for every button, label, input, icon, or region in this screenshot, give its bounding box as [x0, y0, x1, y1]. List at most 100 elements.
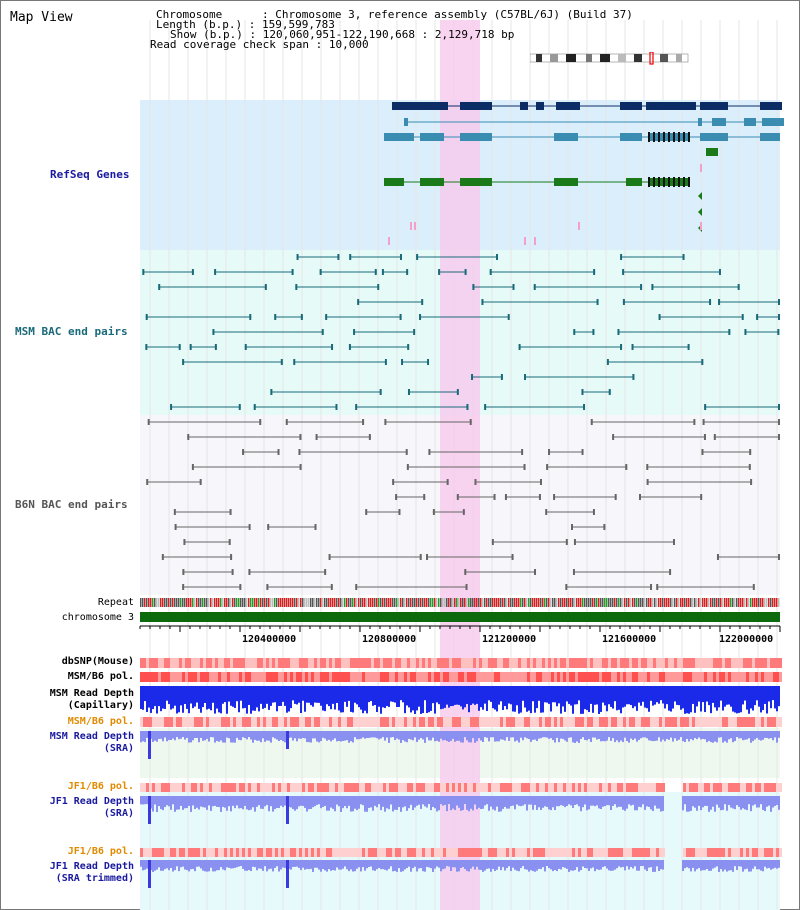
depth-bar [230, 796, 232, 812]
heat-cell [299, 848, 302, 857]
heat-cell [203, 672, 206, 682]
bac-end [608, 389, 611, 395]
heat-cell [656, 717, 659, 727]
heat-cell [572, 672, 575, 682]
depth-bar [474, 796, 476, 805]
heat-cell [728, 717, 731, 727]
heat-cell [275, 848, 278, 857]
bac-end [573, 539, 576, 545]
heat-cell [179, 848, 182, 857]
heat-cell [140, 717, 143, 727]
heat-cell [266, 658, 269, 668]
heat-cell [152, 672, 155, 682]
heat-cell [305, 848, 308, 857]
exon-mark [683, 177, 685, 187]
depth-bar [144, 860, 146, 870]
heat-cell [635, 848, 638, 857]
depth-bar [168, 686, 170, 705]
heat-cell [368, 848, 371, 857]
depth-bar [730, 731, 732, 739]
depth-bar [538, 796, 540, 808]
depth-bar [374, 731, 376, 738]
depth-bar [636, 796, 638, 811]
repeat-mark [592, 598, 594, 607]
heat-cell [491, 848, 494, 857]
heat-cell [563, 717, 566, 727]
heat-cell [155, 783, 158, 792]
track-label-dbsnp: dbSNP(Mouse) [62, 656, 134, 668]
heat-cell [182, 717, 185, 727]
bac-end [669, 569, 672, 575]
depth-bar [196, 860, 198, 867]
depth-bar [238, 731, 240, 740]
heat-cell [650, 717, 653, 727]
heat-cell [512, 848, 515, 857]
depth-bar [166, 860, 168, 869]
track-label-repeat: Repeat [97, 597, 134, 608]
bac-end [592, 329, 595, 335]
repeat-mark [756, 598, 758, 607]
depth-bar [586, 860, 588, 869]
depth-bar [656, 796, 658, 809]
depth-bar [742, 686, 744, 705]
depth-bar [208, 731, 210, 742]
repeat-mark [358, 598, 360, 607]
depth-bar [244, 686, 246, 708]
depth-bar [734, 731, 736, 742]
depth-bar [762, 731, 764, 740]
heat-cell [305, 658, 308, 668]
heat-cell [422, 658, 425, 668]
depth-bar [684, 860, 686, 869]
heat-cell [248, 783, 251, 792]
repeat-mark [406, 598, 408, 607]
depth-spike [286, 796, 289, 824]
repeat-mark [760, 598, 762, 607]
bac-end [593, 269, 596, 275]
heat-cell [758, 672, 761, 682]
bac-end [399, 314, 402, 320]
heat-cell [290, 848, 293, 857]
bac-end [355, 584, 358, 590]
heat-cell [602, 672, 605, 682]
depth-bar [302, 731, 304, 738]
depth-bar [180, 796, 182, 806]
heat-cell [179, 783, 182, 792]
heat-cell [347, 783, 350, 792]
heat-cell [329, 783, 332, 792]
repeat-mark [766, 598, 768, 607]
depth-bar [284, 860, 286, 869]
repeat-mark [738, 598, 740, 607]
depth-bar [442, 686, 444, 709]
heat-cell [722, 848, 725, 857]
heat-cell [584, 672, 587, 682]
heat-cell [368, 717, 371, 727]
depth-bar [386, 731, 388, 738]
depth-bar [494, 686, 496, 710]
depth-bar [322, 686, 324, 711]
repeat-mark [742, 598, 744, 607]
depth-bar [446, 860, 448, 867]
depth-bar [334, 731, 336, 739]
heat-cell [524, 848, 527, 857]
depth-bar [766, 796, 768, 807]
depth-bar [452, 860, 454, 868]
repeat-mark [194, 598, 196, 607]
chromosome-ideogram[interactable] [530, 52, 690, 66]
bac-end [656, 584, 659, 590]
depth-bar [322, 796, 324, 808]
depth-bar [702, 860, 704, 871]
heat-cell [620, 848, 623, 857]
depth-bar [242, 731, 244, 738]
depth-bar [582, 860, 584, 867]
heat-cell [215, 717, 218, 727]
repeat-mark [556, 598, 558, 607]
bac-end [244, 344, 247, 350]
depth-bar [334, 686, 336, 710]
depth-bar [470, 796, 472, 809]
heat-cell [482, 717, 485, 727]
heat-cell [518, 783, 521, 792]
depth-bar [350, 860, 352, 870]
heat-cell [596, 658, 599, 668]
heat-cell [458, 658, 461, 668]
